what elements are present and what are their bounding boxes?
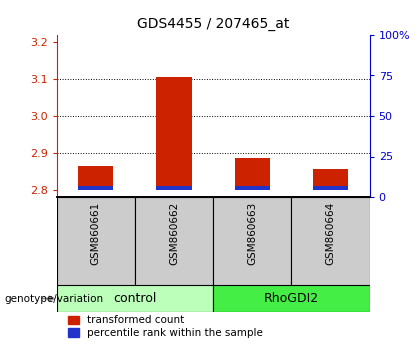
Text: RhoGDI2: RhoGDI2 xyxy=(264,292,319,305)
Bar xyxy=(313,186,348,190)
Bar xyxy=(235,186,270,190)
Bar xyxy=(57,197,135,285)
Bar xyxy=(235,158,270,190)
Bar xyxy=(313,169,348,190)
Bar xyxy=(135,197,213,285)
Bar xyxy=(78,186,113,190)
Text: GSM860663: GSM860663 xyxy=(247,201,257,265)
Bar xyxy=(57,285,213,312)
Bar xyxy=(213,197,291,285)
Text: genotype/variation: genotype/variation xyxy=(4,293,103,303)
Bar xyxy=(213,285,370,312)
Text: GSM860662: GSM860662 xyxy=(169,201,179,265)
Bar xyxy=(291,197,370,285)
Title: GDS4455 / 207465_at: GDS4455 / 207465_at xyxy=(137,17,289,31)
Bar xyxy=(78,166,113,190)
Text: GSM860661: GSM860661 xyxy=(91,201,101,265)
Legend: transformed count, percentile rank within the sample: transformed count, percentile rank withi… xyxy=(68,315,263,338)
Text: GSM860664: GSM860664 xyxy=(326,201,336,265)
Bar xyxy=(156,77,192,190)
Bar xyxy=(156,186,192,190)
Text: control: control xyxy=(113,292,157,305)
